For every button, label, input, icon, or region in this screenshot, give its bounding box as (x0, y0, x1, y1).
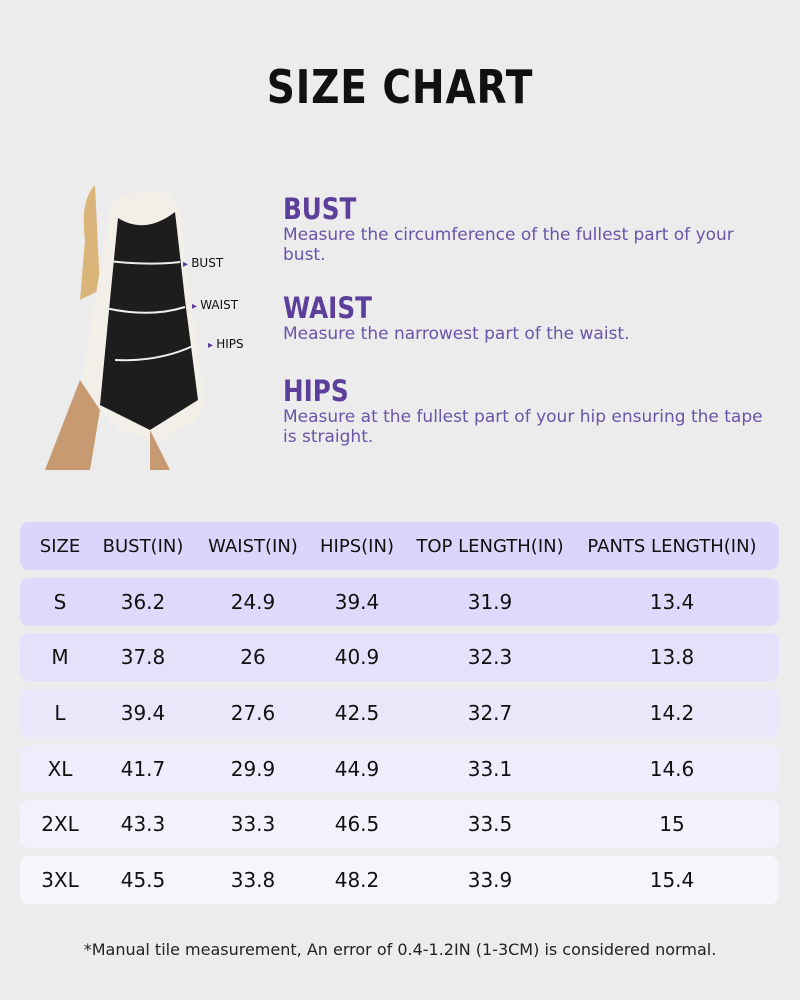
table-cell: 41.7 (120, 757, 166, 781)
table-row: 3XL 45.5 33.8 48.2 33.9 15.4 (20, 856, 779, 904)
table-cell: 14.2 (649, 701, 695, 725)
waist-heading: WAIST (283, 291, 372, 325)
table-cell: 26 (240, 645, 266, 669)
table-cell: 48.2 (334, 868, 380, 892)
table-cell: S (53, 590, 67, 614)
table-cell: 13.4 (649, 590, 695, 614)
table-cell: 44.9 (334, 757, 380, 781)
table-cell: 39.4 (334, 590, 380, 614)
page-title: SIZE CHART (266, 60, 534, 114)
table-cell: 32.7 (467, 701, 513, 725)
column-header: WAIST(IN) (208, 535, 298, 557)
table-cell: 14.6 (649, 757, 695, 781)
table-cell: 39.4 (120, 701, 166, 725)
table-cell: 15.4 (649, 868, 695, 892)
table-cell: 24.9 (230, 590, 276, 614)
table-cell: 42.5 (334, 701, 380, 725)
table-cell: 36.2 (120, 590, 166, 614)
table-cell: 40.9 (334, 645, 380, 669)
table-cell: 37.8 (120, 645, 166, 669)
hips-heading: HIPS (283, 374, 349, 408)
column-header: PANTS LENGTH(IN) (587, 535, 757, 557)
table-cell: 2XL (41, 812, 79, 836)
dress-illustration (45, 185, 205, 470)
table-cell: 46.5 (334, 812, 380, 836)
table-row: 2XL 43.3 33.3 46.5 33.5 15 (20, 800, 779, 848)
table-cell: 33.5 (467, 812, 513, 836)
hips-section: HIPS Measure at the fullest part of your… (283, 375, 763, 447)
table-cell: 27.6 (230, 701, 276, 725)
table-cell: 33.3 (230, 812, 276, 836)
table-row: XL 41.7 29.9 44.9 33.1 14.6 (20, 745, 779, 793)
waist-section: WAIST Measure the narrowest part of the … (283, 292, 763, 344)
table-cell: 15 (659, 812, 685, 836)
bust-description: Measure the circumference of the fullest… (283, 225, 734, 265)
table-row: M 37.8 26 40.9 32.3 13.8 (20, 633, 779, 681)
bust-label: BUST (183, 256, 223, 270)
table-cell: 33.9 (467, 868, 513, 892)
table-cell: 45.5 (120, 868, 166, 892)
waist-description: Measure the narrowest part of the waist. (283, 324, 630, 344)
table-row: S 36.2 24.9 39.4 31.9 13.4 (20, 578, 779, 626)
table-cell: L (54, 701, 66, 725)
table-cell: 32.3 (467, 645, 513, 669)
table-header: SIZE BUST(IN) WAIST(IN) HIPS(IN) TOP LENGTH(… (20, 522, 779, 570)
model-figure: BUST WAIST HIPS (40, 180, 300, 470)
table-row: L 39.4 27.6 42.5 32.7 14.2 (20, 689, 779, 737)
table-cell: 3XL (41, 868, 79, 892)
hips-description: Measure at the fullest part of your hip … (283, 407, 763, 447)
bust-heading: BUST (283, 192, 357, 226)
column-header: HIPS(IN) (320, 535, 394, 557)
table-cell: 31.9 (467, 590, 513, 614)
table-cell: 33.1 (467, 757, 513, 781)
table-cell: XL (47, 757, 73, 781)
column-header: SIZE (39, 535, 81, 557)
hips-label: HIPS (208, 337, 243, 351)
waist-label: WAIST (192, 298, 238, 312)
table-cell: 43.3 (120, 812, 166, 836)
table-cell: 29.9 (230, 757, 276, 781)
table-cell: 33.8 (230, 868, 276, 892)
column-header: TOP LENGTH(IN) (416, 535, 564, 557)
footnote: *Manual tile measurement, An error of 0.… (83, 940, 717, 959)
table-cell: M (51, 645, 69, 669)
column-header: BUST(IN) (102, 535, 184, 557)
table-cell: 13.8 (649, 645, 695, 669)
bust-section: BUST Measure the circumference of the fu… (283, 193, 763, 265)
